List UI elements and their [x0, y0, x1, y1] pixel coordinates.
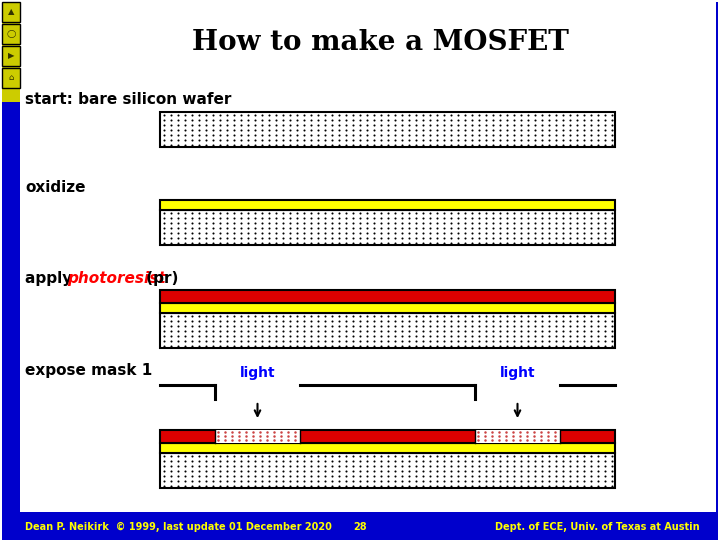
Text: ◯: ◯ — [6, 30, 16, 38]
Bar — [2, 46, 20, 66]
Bar — [2, 514, 718, 540]
Bar — [2, 2, 20, 22]
Text: (pr): (pr) — [141, 271, 179, 286]
Bar — [160, 303, 615, 313]
Text: photoresist: photoresist — [67, 271, 166, 286]
Bar — [215, 430, 300, 443]
Text: Dept. of ECE, Univ. of Texas at Austin: Dept. of ECE, Univ. of Texas at Austin — [495, 522, 700, 532]
Bar — [160, 430, 615, 443]
Text: ▶: ▶ — [8, 51, 14, 60]
Text: How to make a MOSFET: How to make a MOSFET — [192, 29, 568, 56]
Text: light: light — [500, 366, 535, 380]
Bar — [160, 200, 615, 210]
Bar — [160, 290, 615, 303]
Bar — [160, 210, 615, 245]
Text: expose mask 1: expose mask 1 — [25, 362, 152, 377]
Bar — [475, 430, 560, 443]
Text: oxidize: oxidize — [25, 179, 86, 194]
Text: start: bare silicon wafer: start: bare silicon wafer — [25, 92, 231, 107]
Bar — [2, 24, 20, 44]
Bar — [160, 313, 615, 348]
Bar — [2, 2, 20, 102]
Bar — [160, 112, 615, 147]
Bar — [160, 443, 615, 453]
Text: ▲: ▲ — [8, 8, 14, 17]
Text: ⌂: ⌂ — [9, 73, 14, 83]
Bar — [160, 453, 615, 488]
Text: apply: apply — [25, 271, 78, 286]
Bar — [2, 68, 20, 88]
Text: light: light — [240, 366, 275, 380]
Text: 28: 28 — [354, 522, 366, 532]
Text: Dean P. Neikirk  © 1999, last update 01 December 2020: Dean P. Neikirk © 1999, last update 01 D… — [25, 522, 332, 532]
